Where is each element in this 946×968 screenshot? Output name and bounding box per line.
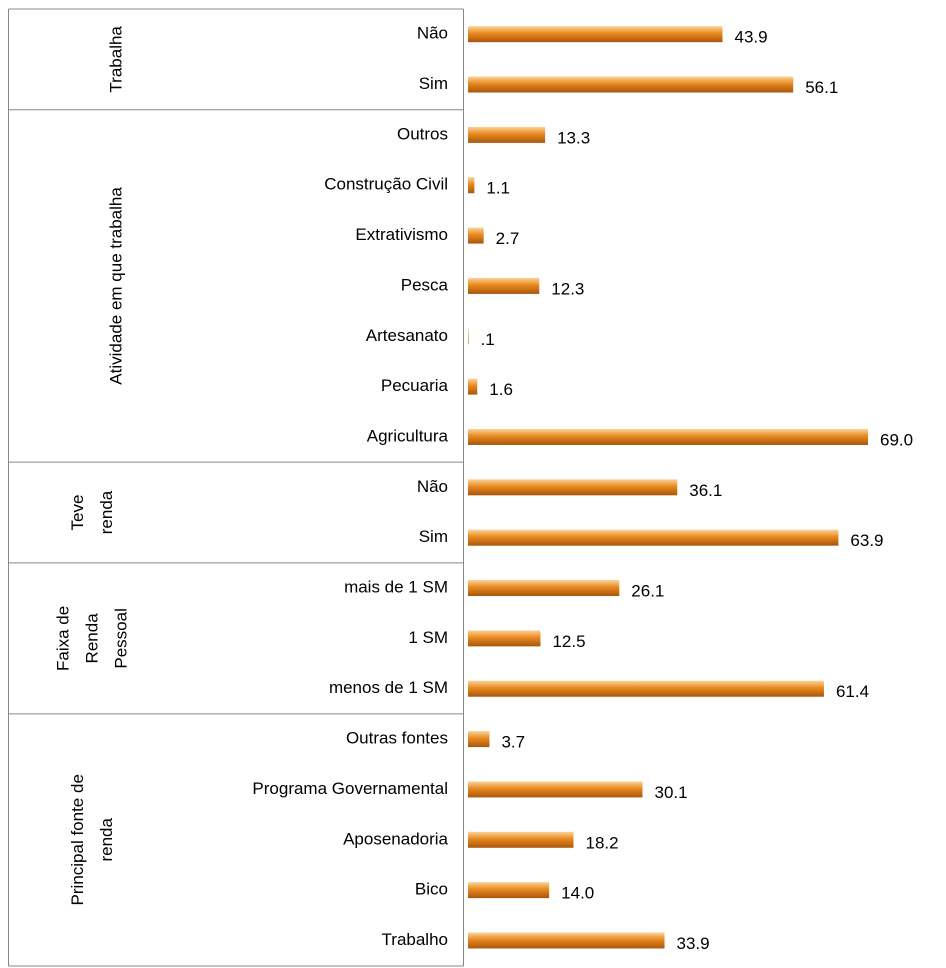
bar [468,731,490,748]
bar [468,882,550,899]
bar [468,529,839,546]
value-label: 12.3 [551,279,584,298]
group-label: renda [97,490,116,534]
bar [468,831,574,848]
category-label: Extrativismo [355,225,448,244]
value-label: 1.1 [486,179,510,198]
group-label: renda [97,817,116,861]
bar [468,428,868,445]
bar [468,932,665,949]
group-label: Atividade em que trabalha [106,187,125,385]
value-label: 56.1 [805,78,838,97]
bar [468,630,541,647]
group-label: Trabalha [106,26,125,93]
bar [468,277,540,294]
group-label: Renda [82,613,101,664]
category-label: Agricultura [367,426,449,445]
group-label: Principal fonte de [68,774,87,905]
bar [468,177,475,194]
category-label: Não [417,477,448,496]
value-label: 18.2 [586,833,619,852]
bar [468,328,469,345]
category-label: Não [417,24,448,43]
value-label: 13.3 [557,128,590,147]
bar [468,378,478,395]
bar [468,781,643,798]
bar [468,479,678,496]
value-label: .1 [481,330,495,349]
category-label: Sim [419,74,448,93]
value-label: 33.9 [677,934,710,953]
category-label: 1 SM [408,628,448,647]
category-label: Pecuaria [381,376,449,395]
bar [468,227,484,244]
category-label: Construção Civil [324,175,448,194]
bar [468,26,723,43]
value-label: 69.0 [880,430,913,449]
value-label: 30.1 [654,783,687,802]
category-label: Artesanato [366,326,448,345]
category-label: Sim [419,527,448,546]
category-label: Programa Governamental [252,779,448,798]
bar [468,580,620,597]
value-label: 63.9 [850,531,883,550]
category-label: menos de 1 SM [329,678,448,697]
bar [468,680,824,697]
category-label: Outros [397,124,448,143]
category-label: Bico [415,880,448,899]
value-label: 36.1 [689,481,722,500]
bar [468,76,794,93]
value-label: 43.9 [734,28,767,47]
category-label: Outras fontes [346,729,448,748]
category-label: Trabalho [382,930,448,949]
group-label: Teve [68,495,87,531]
value-label: 3.7 [501,733,525,752]
value-label: 12.5 [552,632,585,651]
value-label: 26.1 [631,582,664,601]
category-label: mais de 1 SM [344,578,448,597]
value-label: 1.6 [489,380,513,399]
category-label: Pesca [401,275,449,294]
group-label: Faixa de [53,606,72,671]
value-label: 61.4 [836,682,869,701]
value-label: 2.7 [496,229,520,248]
category-label: Aposenadoria [343,829,448,848]
bar [468,126,546,143]
value-label: 14.0 [561,884,594,903]
group-label: Pessoal [111,608,130,668]
